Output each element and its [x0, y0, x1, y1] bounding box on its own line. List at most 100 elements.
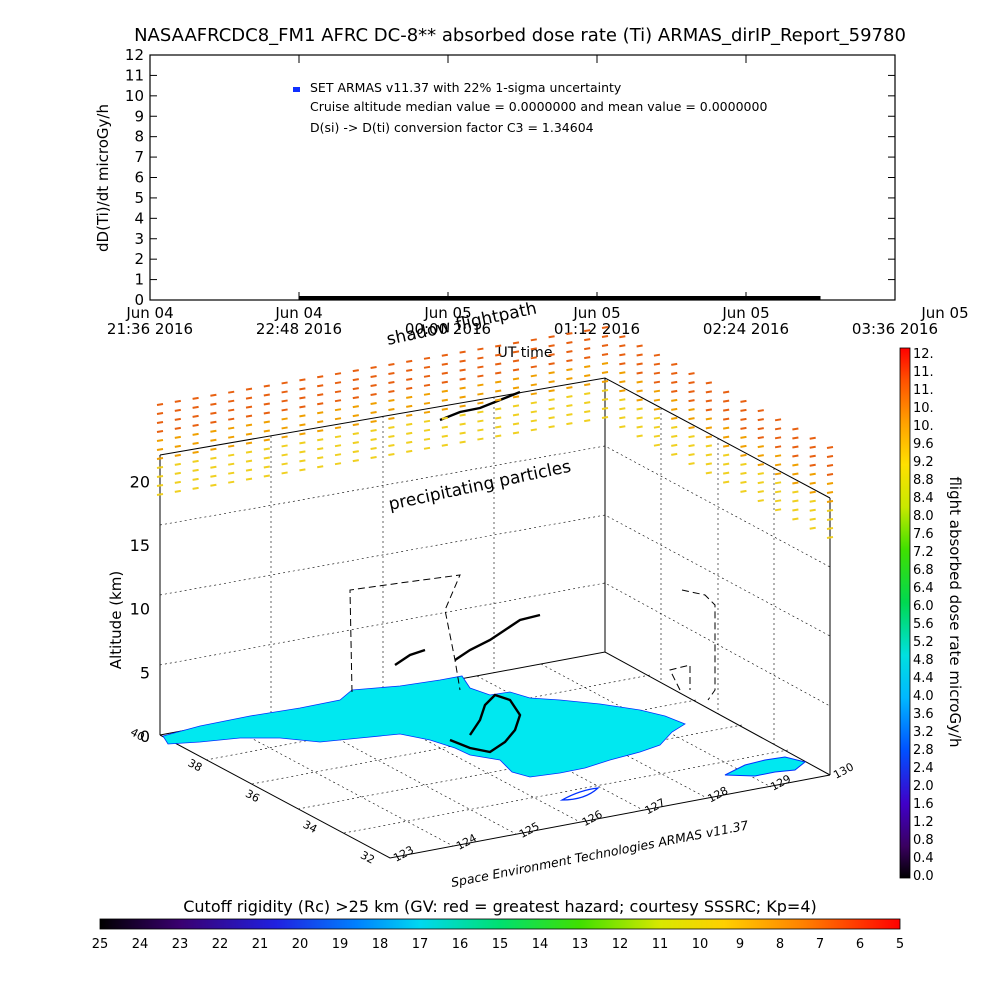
dose-dropline-mark	[705, 462, 713, 466]
dose-dropline-mark	[548, 371, 555, 375]
dose-dropline-mark	[512, 377, 520, 381]
dose-dropline-mark	[388, 362, 395, 366]
dose-dropline-mark	[601, 371, 609, 374]
dose-dropline-mark	[281, 444, 288, 448]
dose-dropline-mark	[619, 353, 626, 357]
dose-dropline-mark	[352, 459, 359, 463]
dose-dropline-mark	[584, 401, 591, 405]
rigidity-colorbar-tick: 22	[212, 937, 229, 952]
dose-dropline-mark	[826, 473, 834, 476]
rigidity-colorbar-tick: 19	[332, 937, 349, 952]
dose-dropline-mark	[477, 374, 484, 378]
longitude-tick-label: 125	[517, 820, 542, 841]
dose-dropline-mark	[263, 393, 270, 397]
dose-dropline-mark	[477, 419, 484, 423]
dose-colorbar-tick: 4.4	[913, 671, 934, 686]
dose-dropline-mark	[495, 389, 502, 393]
rigidity-colorbar-tick: 12	[612, 937, 629, 952]
x-tick-label-time: 00:00 2016	[405, 320, 491, 338]
x-tick-label-time: 03:36 2016	[852, 320, 938, 338]
dose-dropline-mark	[317, 420, 324, 424]
dose-dropline-mark	[317, 384, 324, 388]
dose-dropline-mark	[441, 371, 448, 375]
longitude-tick-label: 128	[706, 784, 731, 805]
dose-dropline-mark	[530, 347, 537, 351]
dose-colorbar-tick: 7.2	[913, 545, 934, 560]
dose-dropline-mark	[740, 426, 747, 430]
dose-dropline-mark	[495, 425, 502, 429]
jeju-island	[559, 787, 600, 801]
dose-dropline-mark	[688, 426, 695, 430]
dose-colorbar-tick: 9.6	[913, 437, 934, 452]
dose-dropline-mark	[774, 508, 782, 512]
dose-dropline-mark	[653, 434, 661, 438]
dose-dropline-mark	[299, 432, 306, 436]
dose-dropline-mark	[826, 491, 834, 494]
dose-dropline-mark	[228, 435, 235, 439]
dose-dropline-mark	[512, 413, 520, 417]
dose-colorbar-ticks: 12. 11. 11. 10. 10. 9.6 9.2 8.8 8.4 8.0 7.6 7.2 6.8 6…	[913, 347, 934, 884]
annotation-precipitating-particles: precipitating particles	[387, 457, 573, 515]
dose-dropline-mark	[317, 447, 324, 451]
dose-dropline-mark	[441, 389, 448, 393]
dose-dropline-mark	[688, 399, 695, 403]
dose-dropline-mark	[671, 389, 678, 393]
dose-dropline-mark	[757, 481, 764, 485]
dose-dropline-mark	[548, 362, 555, 366]
dose-dropline-mark	[156, 466, 164, 469]
dose-dropline-mark	[370, 411, 377, 415]
dose-dropline-mark	[174, 471, 181, 475]
dose-dropline-mark	[809, 508, 816, 512]
rigidity-colorbar-tick: 17	[412, 937, 429, 952]
dose-dropline-mark	[584, 347, 591, 351]
dose-dropline-mark	[228, 408, 235, 412]
dose-dropline-mark	[388, 425, 395, 429]
dose-dropline-mark	[619, 335, 626, 339]
dose-dropline-mark	[459, 368, 466, 372]
dose-dropline-mark	[459, 359, 466, 363]
dose-dropline-mark	[740, 453, 747, 457]
dose-dropline-mark	[705, 426, 713, 430]
dose-dropline-mark	[459, 350, 466, 354]
dose-dropline-mark	[530, 374, 537, 378]
dose-dropline-mark	[459, 395, 466, 399]
dose-dropline-mark	[653, 362, 661, 366]
dose-dropline-mark	[705, 399, 713, 403]
rigidity-colorbar-tick: 23	[172, 937, 189, 952]
dose-dropline-mark	[352, 396, 359, 400]
x-tick-label-time: 02:24 2016	[703, 320, 789, 338]
dose-dropline-mark	[671, 380, 678, 384]
dose-dropline-mark	[174, 480, 181, 484]
dose-dropline-mark	[512, 341, 520, 345]
dose-dropline-mark	[826, 464, 834, 467]
dose-colorbar-tick: 4.0	[913, 689, 934, 704]
dose-dropline-mark	[210, 402, 217, 406]
dose-dropline-mark	[245, 414, 253, 418]
dose-dropline-mark	[584, 329, 591, 333]
dose-dropline-mark	[406, 440, 413, 444]
dose-dropline-mark	[299, 423, 306, 427]
legend-line-1: SET ARMAS v11.37 with 22% 1-sigma uncert…	[310, 80, 622, 95]
dose-dropline-mark	[705, 408, 713, 412]
dose-dropline-mark	[826, 536, 834, 539]
dose-dropline-mark	[495, 416, 502, 420]
dose-dropline-mark	[688, 390, 695, 394]
dose-dropline-mark	[423, 374, 431, 378]
dose-dropline-mark	[512, 404, 520, 408]
dose-dropline-mark	[619, 398, 626, 402]
dose-dropline-mark	[619, 416, 626, 420]
japan-coast	[724, 756, 807, 777]
chart-title: NASAAFRCDC8_FM1 AFRC DC-8** absorbed dos…	[134, 25, 906, 46]
dose-dropline-mark	[757, 463, 764, 467]
rigidity-colorbar-tick: 11	[652, 937, 669, 952]
dose-dropline-mark	[757, 445, 764, 449]
dose-dropline-mark	[809, 481, 816, 485]
dose-dropline-mark	[317, 438, 324, 442]
dose-dropline-mark	[263, 402, 270, 406]
dose-dropline-mark	[281, 462, 288, 466]
dose-dropline-mark	[653, 407, 661, 411]
dose-colorbar-tick: 6.0	[913, 599, 934, 614]
dose-dropline-mark	[192, 396, 199, 400]
dose-dropline-mark	[826, 518, 834, 521]
dose-dropline-mark	[334, 390, 342, 394]
